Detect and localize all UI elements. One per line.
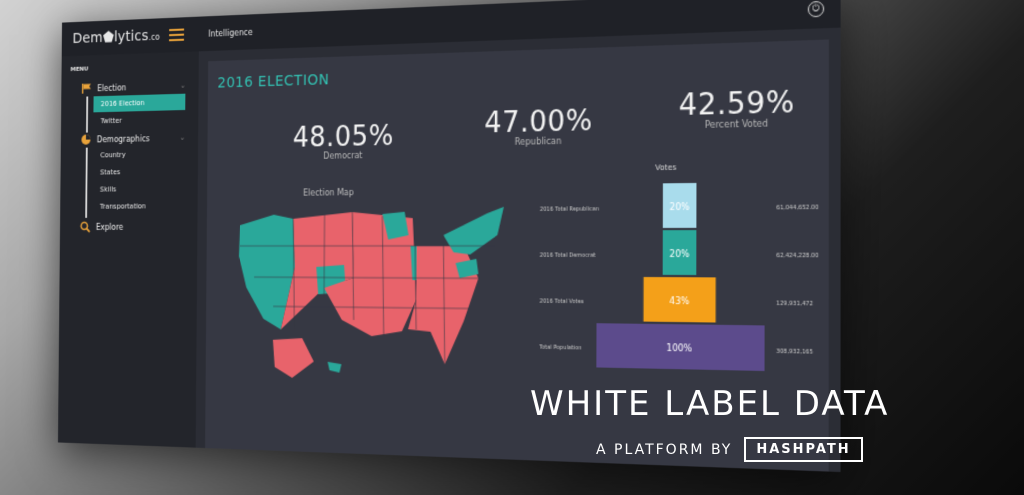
logo[interactable]: Dem⬟lytics.co [72, 27, 161, 48]
stat-value: 42.59% [678, 86, 796, 123]
election-map[interactable] [234, 202, 516, 387]
map-region-alaska [272, 337, 314, 379]
hamburger-menu-icon[interactable] [169, 28, 185, 42]
sidebar-item-demographics[interactable]: Demographics ⌄ [80, 129, 198, 148]
funnel-category-label: 2016 Total Democrat [540, 252, 596, 259]
chevron-down-icon: ⌄ [179, 133, 186, 142]
hashpath-logo: HASHPATH [744, 437, 863, 462]
map-region-hawaii [327, 361, 342, 373]
election-panel: 2016 ELECTION 48.05% Democrat 47.00% Rep… [205, 39, 829, 472]
map-region-northeast [443, 206, 504, 255]
funnel-category-label: 2016 Total Votes [539, 298, 584, 305]
funnel-value-label: 62,424,228.00 [776, 253, 818, 260]
search-icon [80, 221, 91, 233]
sidebar-item-skills[interactable]: Skills [99, 185, 117, 194]
stat-republican: 47.00% Republican [464, 104, 613, 148]
sidebar-item-explore[interactable]: Explore [80, 218, 198, 235]
sidebar-item-twitter[interactable]: Twitter [100, 116, 122, 126]
stat-democrat: 48.05% Democrat [274, 120, 413, 162]
funnel-value-label: 61,044,652.00 [776, 204, 818, 211]
funnel-value-label: 129,931,472 [776, 300, 813, 307]
funnel-category-label: 2016 Total Republican [540, 206, 599, 213]
power-icon[interactable]: ⏻ [807, 0, 825, 18]
map-title: Election Map [303, 187, 354, 198]
votes-funnel-chart: 20% 2016 Total Republican 61,044,652.00 20%… [538, 182, 819, 371]
stat-value: 48.05% [292, 120, 395, 155]
funnel-bar[interactable] [596, 323, 765, 371]
funnel-percent-label: 100% [666, 343, 692, 354]
sidebar-item-country[interactable]: Country [100, 150, 126, 160]
map-region-southeast [407, 245, 479, 365]
main-content: 2016 ELECTION 48.05% Democrat 47.00% Rep… [195, 27, 841, 473]
stat-value: 47.00% [484, 104, 593, 140]
funnel-category-label: Total Population [538, 344, 581, 351]
sidebar-item-states[interactable]: States [100, 168, 121, 177]
flag-icon [81, 83, 91, 94]
section-title: Intelligence [208, 27, 253, 39]
nav-group-demographics: Demographics ⌄ Country States Skills Tra… [60, 129, 198, 218]
map-region-colorado [316, 264, 347, 295]
sidebar-item-transportation[interactable]: Transportation [99, 202, 147, 211]
funnel-percent-label: 20% [670, 202, 690, 212]
funnel-percent-label: 20% [670, 249, 691, 259]
funnel-value-label: 308,932,165 [776, 348, 813, 356]
nav-group-explore: Explore [60, 218, 198, 235]
dashboard-screen: Dem⬟lytics.co Intelligence ⏻ MENU Electi… [57, 0, 841, 473]
chevron-down-icon: ⌄ [179, 81, 186, 90]
banner-byline: A PLATFORM BY HASHPATH [596, 437, 863, 462]
nav-group-election: Election ⌄ 2016 Election Twitter [61, 77, 199, 133]
sidebar: MENU Election ⌄ 2016 Election Twitter De… [57, 51, 199, 448]
pie-chart-icon [81, 134, 91, 145]
menu-label: MENU [70, 65, 89, 74]
sidebar-item-2016-election[interactable]: 2016 Election [93, 93, 186, 113]
funnel-percent-label: 43% [669, 296, 690, 306]
map-region-mountain [280, 212, 355, 331]
page-title: 2016 ELECTION [217, 71, 330, 92]
banner-tagline: WHITE LABEL DATA [530, 384, 890, 424]
sidebar-item-election[interactable]: Election ⌄ [81, 77, 199, 97]
stat-percent-voted: 42.59% Percent Voted [657, 86, 817, 132]
